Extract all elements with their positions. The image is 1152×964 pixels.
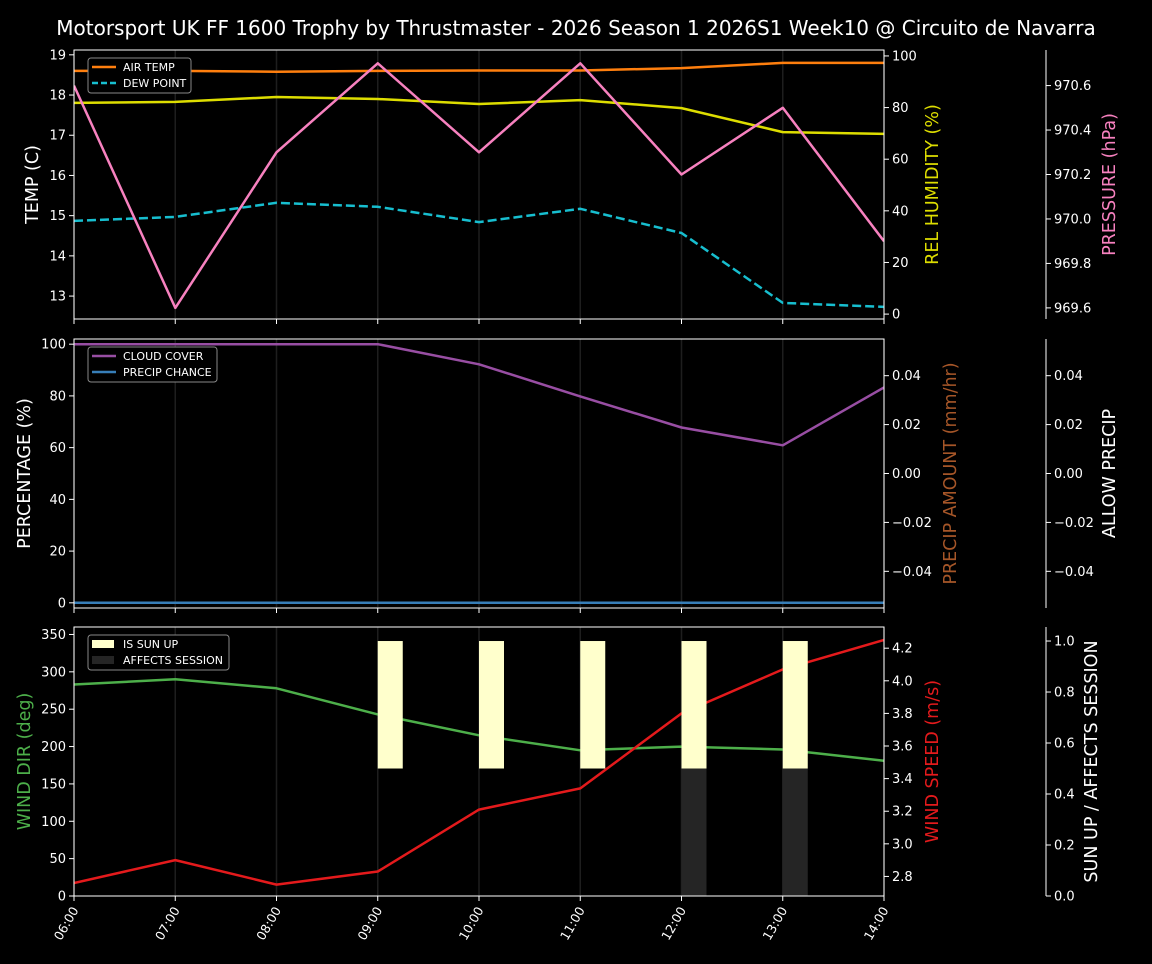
bar-is-sun-up	[682, 641, 707, 768]
y-tick-label: 1.0	[1054, 635, 1075, 650]
y-tick-label: 350	[41, 628, 66, 643]
legend-label: CLOUD COVER	[123, 350, 204, 363]
y-tick-label: 2.8	[892, 870, 913, 885]
bar-is-sun-up	[783, 641, 808, 768]
y-tick-label: 60	[49, 441, 66, 456]
y-tick-label: 17	[49, 129, 66, 144]
axis-label: WIND DIR (deg)	[15, 693, 35, 831]
y-tick-label: 20	[49, 545, 66, 560]
bar-affects-session	[682, 769, 707, 896]
y-tick-label: 969.8	[1054, 257, 1091, 272]
bar-affects-session	[783, 769, 808, 896]
y-tick-label: 80	[49, 389, 66, 404]
y-tick-label: 200	[41, 740, 66, 755]
legend-label: AFFECTS SESSION	[123, 654, 223, 667]
bar-is-sun-up	[580, 641, 605, 768]
y-tick-label: 970.4	[1054, 124, 1091, 139]
axis-label: PERCENTAGE (%)	[15, 398, 35, 549]
bar-is-sun-up	[378, 641, 403, 768]
y-tick-label: 0.00	[892, 467, 921, 482]
legend: CLOUD COVER PRECIP CHANCE	[88, 347, 217, 382]
y-tick-label: 0.00	[1054, 467, 1083, 482]
y-tick-label: 3.8	[892, 707, 913, 722]
axis-label: PRECIP AMOUNT (mm/hr)	[941, 362, 961, 584]
y-tick-label: 0	[58, 890, 66, 905]
legend-label: PRECIP CHANCE	[123, 366, 212, 379]
y-tick-label: 3.2	[892, 805, 913, 820]
y-tick-label: −0.04	[1054, 565, 1094, 580]
y-tick-label: 40	[892, 204, 909, 219]
bar-is-sun-up	[479, 641, 504, 768]
y-tick-label: 50	[49, 852, 66, 867]
y-tick-label: 15	[49, 209, 66, 224]
axis-label: SUN UP / AFFECTS SESSION	[1082, 640, 1102, 882]
y-tick-label: 4.2	[892, 642, 913, 657]
y-tick-label: 0.04	[892, 369, 921, 384]
y-tick-label: 19	[49, 48, 66, 63]
y-tick-label: 100	[892, 49, 917, 64]
y-tick-label: 0	[58, 596, 66, 611]
y-tick-label: 0.6	[1054, 737, 1075, 752]
y-tick-label: 970.2	[1054, 168, 1091, 183]
y-tick-label: 0.02	[892, 418, 921, 433]
y-tick-label: 16	[49, 169, 66, 184]
y-tick-label: 3.4	[892, 772, 913, 787]
y-tick-label: −0.02	[1054, 516, 1094, 531]
y-tick-label: 80	[892, 101, 909, 116]
legend-swatch	[92, 656, 114, 664]
y-tick-label: 18	[49, 89, 66, 104]
y-tick-label: 100	[41, 815, 66, 830]
y-tick-label: 14	[49, 249, 66, 264]
y-tick-label: −0.04	[892, 565, 932, 580]
legend-label: AIR TEMP	[123, 61, 175, 74]
y-tick-label: 0.04	[1054, 369, 1083, 384]
y-tick-label: 40	[49, 493, 66, 508]
legend: IS SUN UP AFFECTS SESSION	[88, 635, 229, 670]
axis-label: ALLOW PRECIP	[1100, 409, 1120, 538]
legend-label: DEW POINT	[123, 77, 187, 90]
y-tick-label: 969.6	[1054, 301, 1091, 316]
y-tick-label: 4.0	[892, 674, 913, 689]
y-tick-label: 20	[892, 256, 909, 271]
legend-swatch	[92, 640, 114, 648]
legend-label: IS SUN UP	[123, 638, 179, 651]
y-tick-label: 970.0	[1054, 212, 1091, 227]
y-tick-label: 250	[41, 703, 66, 718]
y-tick-label: 0.8	[1054, 686, 1075, 701]
axis-label: WIND SPEED (m/s)	[923, 680, 943, 843]
axis-label: REL HUMIDITY (%)	[923, 104, 943, 265]
y-tick-label: 0	[892, 308, 900, 323]
y-tick-label: 60	[892, 153, 909, 168]
axis-label: TEMP (C)	[23, 145, 43, 225]
legend: AIR TEMP DEW POINT	[88, 58, 191, 93]
y-tick-label: 3.6	[892, 740, 913, 755]
axis-label: PRESSURE (hPa)	[1100, 113, 1120, 256]
y-tick-label: 100	[41, 338, 66, 353]
y-tick-label: 0.2	[1054, 839, 1075, 854]
y-tick-label: 150	[41, 777, 66, 792]
y-tick-label: 970.6	[1054, 79, 1091, 94]
y-tick-label: −0.02	[892, 516, 932, 531]
y-tick-label: 0.4	[1054, 788, 1075, 803]
y-tick-label: 3.0	[892, 837, 913, 852]
y-tick-label: 0.0	[1054, 890, 1075, 905]
y-tick-label: 13	[49, 290, 66, 305]
y-tick-label: 0.02	[1054, 418, 1083, 433]
y-tick-label: 300	[41, 665, 66, 680]
chart-title: Motorsport UK FF 1600 Trophy by Thrustma…	[56, 16, 1095, 40]
